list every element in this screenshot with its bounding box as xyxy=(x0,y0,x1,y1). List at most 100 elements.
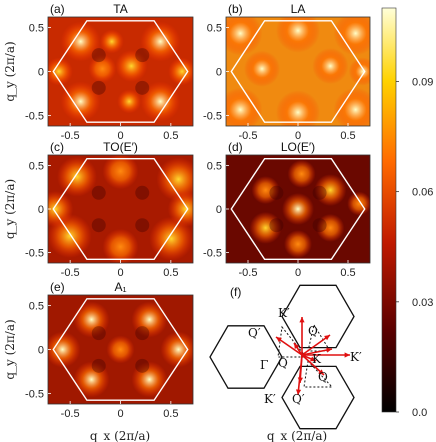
schematic-label: Γ xyxy=(260,358,268,372)
intensity-spot xyxy=(106,335,135,364)
intensity-spot xyxy=(312,48,349,85)
arrow-head xyxy=(326,347,332,353)
dark-region xyxy=(91,185,106,200)
panel-title: TO(E′) xyxy=(103,140,138,154)
heatmap-field xyxy=(226,155,370,263)
intensity-spot xyxy=(226,17,263,56)
intensity-spot xyxy=(48,191,74,227)
dotted-triangle xyxy=(277,325,308,358)
arrow-head xyxy=(318,369,324,375)
y-tick-label: -0.5 xyxy=(203,248,222,260)
dark-region xyxy=(91,358,106,373)
intensity-spot xyxy=(99,29,124,54)
y-tick-label: 0 xyxy=(38,67,44,79)
schematic-label: K′ xyxy=(278,306,290,320)
y-tick-label: 0 xyxy=(38,204,44,216)
heatmap-panel xyxy=(47,16,194,127)
intensity-spot xyxy=(131,301,168,338)
intensity-spot xyxy=(73,361,110,398)
x-tick-label: 0.5 xyxy=(163,408,178,420)
heatmap-field xyxy=(48,155,193,263)
dark-region xyxy=(91,80,106,95)
colorbar: 0.09 0.06 0.03 0.0 xyxy=(381,7,433,419)
x-tick-label: 0.5 xyxy=(163,267,178,279)
intensity-spot xyxy=(276,90,320,126)
brillouin-zone-hexagon xyxy=(52,20,189,123)
dark-region xyxy=(135,218,150,233)
y-tick-label: 0.5 xyxy=(207,160,222,172)
y-tick-label: 0 xyxy=(216,204,222,216)
intensity-spot xyxy=(347,191,370,216)
schematic-label: Q xyxy=(318,370,328,384)
colorbar-tick-label: 0.0 xyxy=(412,407,427,419)
scattering-arrow xyxy=(297,354,303,396)
intensity-spot xyxy=(249,211,282,244)
arrow-head xyxy=(299,317,305,323)
y-tick-label: 0 xyxy=(216,67,222,79)
dark-region xyxy=(135,80,150,95)
intensity-spot xyxy=(48,57,73,86)
heatmap-panel xyxy=(225,154,371,264)
y-axis-label: q_y (2π/a) xyxy=(3,41,17,101)
intensity-spot xyxy=(333,17,370,56)
arrow-head xyxy=(294,343,300,349)
heatmap-panel xyxy=(47,294,194,405)
y-axis-label: q_y (2π/a) xyxy=(3,179,17,239)
intensity-spot xyxy=(60,21,101,62)
x-tick-label: -0.5 xyxy=(61,267,80,279)
x-axis-label: q_x (2π/a) xyxy=(267,429,327,442)
intensity-spot xyxy=(140,21,181,62)
hexagon xyxy=(281,284,355,349)
y-tick-label: 0.5 xyxy=(29,301,44,313)
colorbar-tick-label: 0.06 xyxy=(412,187,433,199)
colorbar-tick-label: 0.09 xyxy=(412,76,433,88)
schematic-label: Q xyxy=(308,324,318,338)
hexagon xyxy=(281,365,355,430)
intensity-spot xyxy=(117,89,142,114)
y-axis-label: q_y (2π/a) xyxy=(3,319,17,379)
dark-region xyxy=(312,185,327,200)
intensity-spot xyxy=(251,176,280,205)
dark-region xyxy=(269,48,283,62)
arrow-head xyxy=(324,335,330,341)
schematic-label: Q′ xyxy=(292,392,305,406)
intensity-spot xyxy=(244,50,280,87)
intensity-spot xyxy=(287,159,316,188)
heatmap-field xyxy=(48,295,193,404)
colorbar-gradient xyxy=(381,7,397,413)
brillouin-zone-hexagon xyxy=(52,157,189,260)
intensity-spot xyxy=(314,174,347,207)
x-axis-label: q_x (2π/a) xyxy=(90,429,150,442)
x-tick-label: -0.5 xyxy=(61,408,80,420)
panel-tag: (c) xyxy=(50,140,64,154)
scattering-arrow xyxy=(301,334,331,356)
intensity-spot xyxy=(88,54,117,83)
intensity-spot xyxy=(48,331,81,368)
brillouin-zone-hexagon xyxy=(52,298,189,401)
schematic-label: K′ xyxy=(264,392,276,406)
intensity-spot xyxy=(73,301,110,338)
panel-tag: (d) xyxy=(228,140,243,154)
y-tick-label: 0.5 xyxy=(29,23,44,35)
x-tick-label: 0.5 xyxy=(340,267,355,279)
dark-region xyxy=(313,81,327,95)
arrow-head xyxy=(295,389,302,395)
schematic-label: K xyxy=(312,352,322,366)
panel-tag: (e) xyxy=(50,280,65,294)
x-tick-label: 0 xyxy=(117,408,123,420)
intensity-spot xyxy=(282,193,314,225)
heatmap-panel xyxy=(225,16,371,127)
dark-region xyxy=(269,81,283,95)
intensity-spot xyxy=(115,50,148,83)
panel-title: LA xyxy=(291,2,306,16)
schematic-panel: (f)K′Q′ QQ K K′ΓQK′ Q′ xyxy=(209,284,362,430)
panel-title: LO(E′) xyxy=(281,140,315,154)
y-tick-label: 0.5 xyxy=(207,23,222,35)
x-tick-label: 0 xyxy=(117,267,123,279)
intensity-spot xyxy=(156,157,193,202)
arrow-head xyxy=(344,352,350,358)
dark-region xyxy=(269,218,284,233)
dark-region xyxy=(312,218,327,233)
x-tick-label: 0 xyxy=(295,130,301,142)
